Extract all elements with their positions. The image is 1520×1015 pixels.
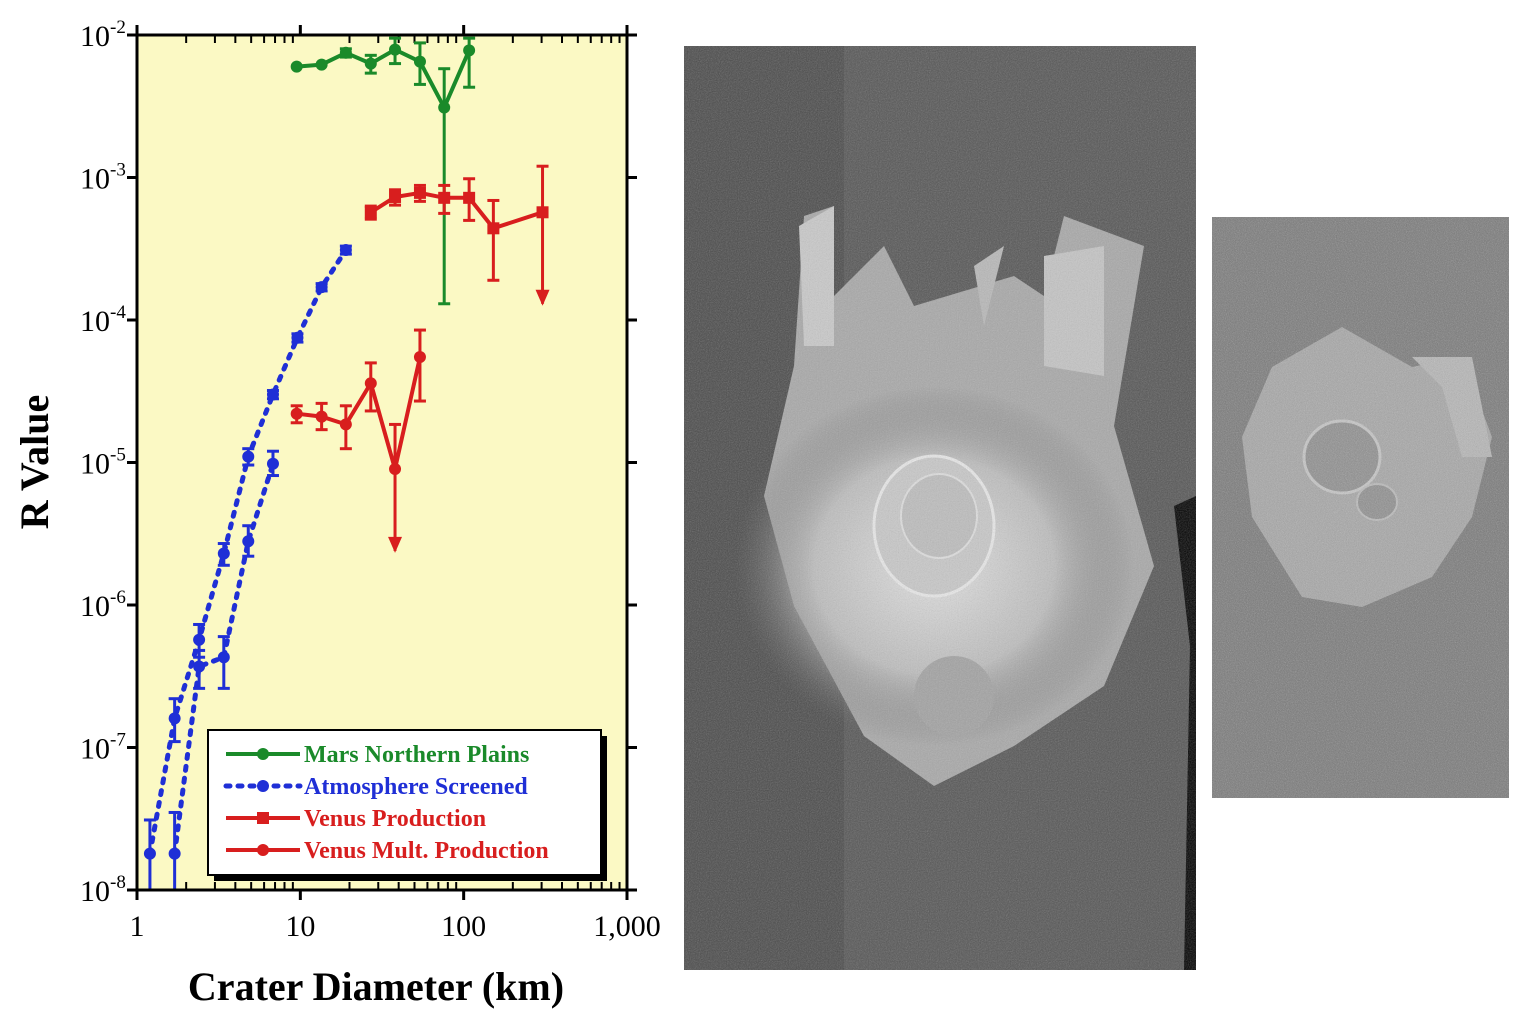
y-tick-label-base: 10 [80,163,110,196]
y-tick-label-exponent: -7 [110,730,126,751]
legend-label: Venus Mult. Production [304,838,549,864]
data-point [413,186,426,199]
data-point [290,60,303,73]
series-atmosphere-screened [143,243,352,892]
legend-marker [257,812,269,824]
data-point [364,57,377,70]
x-tick-label: 1,000 [593,910,661,943]
data-point [193,660,206,673]
legend-label: Venus Production [304,806,486,832]
y-tick-label-exponent: -8 [110,872,126,893]
data-point [413,55,426,68]
upper-limit-arrow [388,536,403,553]
legend-label: Atmosphere Screened [304,774,528,800]
data-point [413,350,426,363]
data-point [290,407,303,420]
data-point [389,463,402,476]
data-point [143,847,156,860]
data-point [364,206,377,219]
y-tick-label-exponent: -4 [110,302,126,323]
series-layer [143,36,550,892]
data-point [266,388,279,401]
data-point [315,58,328,71]
y-tick-label: 10-7 [80,730,126,766]
x-tick-label: 100 [441,910,486,943]
legend-item: Venus Production [226,806,486,832]
legend-label: Mars Northern Plains [304,742,529,768]
data-point [389,190,402,203]
radar-small-svg [1212,217,1509,798]
y-tick-label-exponent: -3 [110,160,126,181]
data-point [242,450,255,463]
data-point [364,377,377,390]
legend-marker [257,780,269,792]
legend-marker [257,748,269,760]
data-point [339,46,352,59]
data-point [217,651,230,664]
data-point [168,847,181,860]
y-tick-label: 10-5 [80,445,126,481]
data-point [217,547,230,560]
x-tick-label: 1 [130,910,145,943]
x-axis-title: Crater Diameter (km) [188,964,564,1009]
data-point [463,191,476,204]
legend-marker [257,844,269,856]
legend-item: Atmosphere Screened [223,774,528,800]
data-point [438,101,451,114]
plot-frame [135,33,629,892]
y-tick-label: 10-3 [80,160,126,196]
y-tick-label-base: 10 [80,875,110,908]
chart-svg: 1 10 100 1,00010-810-710-610-510-410-310-2 … [12,17,661,1009]
y-tick-label: 10-2 [80,17,126,53]
data-point [315,281,328,294]
y-axis-title: R Value [12,395,57,530]
venus-radar-crater-image-large [684,46,1196,970]
data-point [315,410,328,423]
y-tick-label-base: 10 [80,448,110,481]
data-point [339,418,352,431]
data-point [463,44,476,57]
radar-main-svg [684,46,1196,970]
data-point [536,206,549,219]
data-point [438,191,451,204]
data-point [487,222,500,235]
y-tick-label: 10-8 [80,872,126,908]
data-point [339,243,352,256]
y-tick-label-base: 10 [80,590,110,623]
series-mars-northern-plains [290,36,476,306]
y-tick-label: 10-6 [80,587,126,623]
data-point [389,43,402,56]
series-venus-mult-production [290,328,426,553]
y-tick-label-exponent: -2 [110,17,126,38]
data-point [168,712,181,725]
series-venus-production [364,164,550,306]
upper-limit-arrow [535,289,550,306]
x-tick-label: 10 [285,910,315,943]
venus-radar-crater-image-small [1212,217,1509,798]
data-point [242,535,255,548]
legend-item: Mars Northern Plains [226,742,529,768]
y-tick-label-base: 10 [80,733,110,766]
legend: Mars Northern Plains Atmosphere Screened V… [207,729,607,881]
y-tick-label-base: 10 [80,305,110,338]
data-point [266,457,279,470]
y-tick-label-base: 10 [80,20,110,53]
crater-r-value-chart: 1 10 100 1,000 10-8 10-7 10-6 10-5 10-4 10-3 10-2 … [0,0,670,1015]
data-point [193,633,206,646]
y-tick-label-exponent: -6 [110,587,126,608]
data-point [291,331,304,344]
y-tick-label-exponent: -5 [110,445,126,466]
y-tick-label: 10-4 [80,302,126,338]
legend-item: Venus Mult. Production [226,838,549,864]
